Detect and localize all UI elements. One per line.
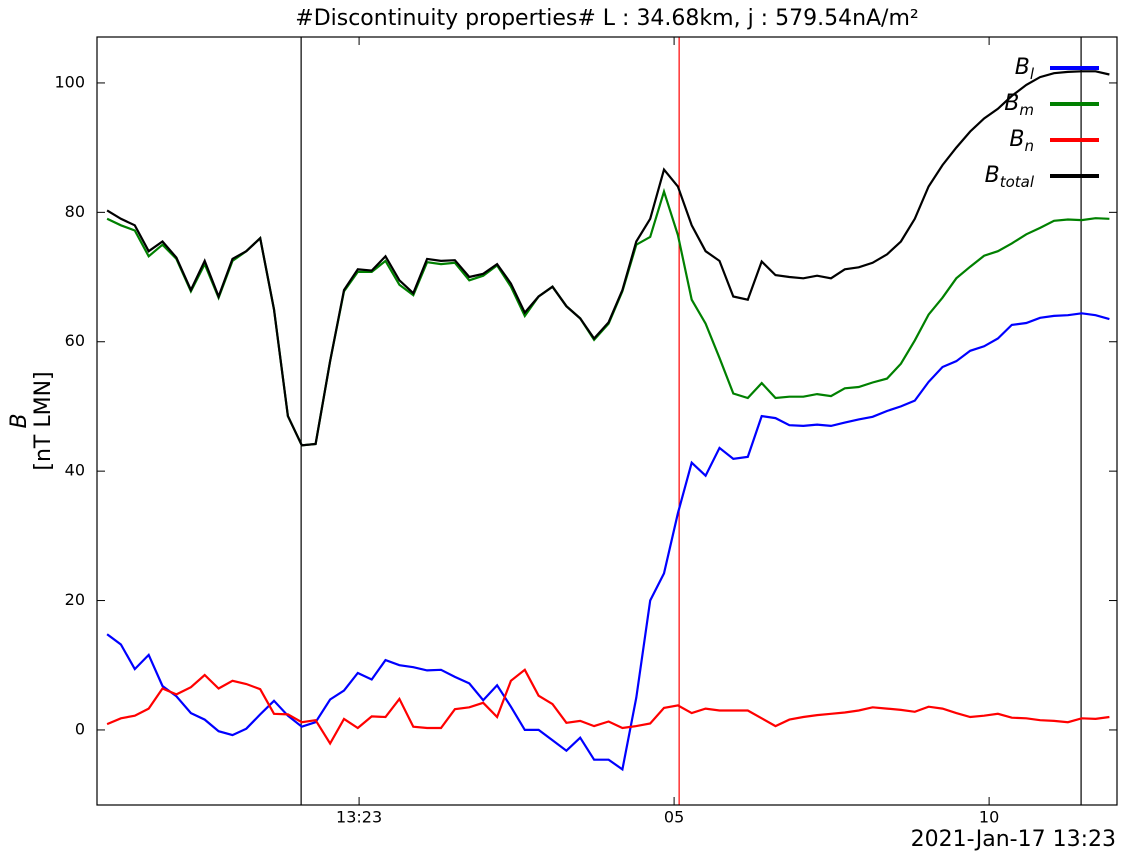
x-tick-label: 10 [979, 808, 999, 827]
legend-sub: l [1030, 65, 1035, 83]
legend-label: Bl [1015, 55, 1035, 83]
data-line [106, 668, 1110, 746]
chart-title: #Discontinuity properties# L : 34.68km, … [295, 6, 918, 31]
legend-base: B [1015, 55, 1030, 80]
plot-frame [96, 36, 1118, 806]
x-tick-label: 13:23 [336, 808, 382, 827]
legend-sub: m [1019, 101, 1034, 119]
data-line [106, 187, 1110, 447]
legend-base: B [985, 163, 1000, 188]
legend-base: B [1009, 127, 1024, 152]
legend-label: Btotal [985, 163, 1035, 191]
y-tick-label: 40 [65, 461, 85, 480]
data-line [106, 312, 1110, 772]
y-tick-label: 100 [54, 72, 85, 91]
legend-label: Bn [1009, 127, 1034, 155]
legend-label: Bm [1004, 91, 1034, 119]
x-tick-label: 05 [664, 808, 684, 827]
y-tick-label: 20 [65, 590, 85, 609]
y-tick-label: 60 [65, 331, 85, 350]
legend-sub: n [1024, 137, 1034, 155]
y-tick-label: 80 [65, 202, 85, 221]
legend-base: B [1004, 91, 1019, 116]
y-tick-label: 0 [75, 719, 85, 738]
y-axis-label: B [7, 413, 32, 428]
y-axis-unit: [nT LMN] [31, 371, 56, 470]
data-line [106, 70, 1110, 447]
legend-sub: total [1000, 173, 1035, 191]
date-label: 2021-Jan-17 13:23 [911, 827, 1116, 852]
